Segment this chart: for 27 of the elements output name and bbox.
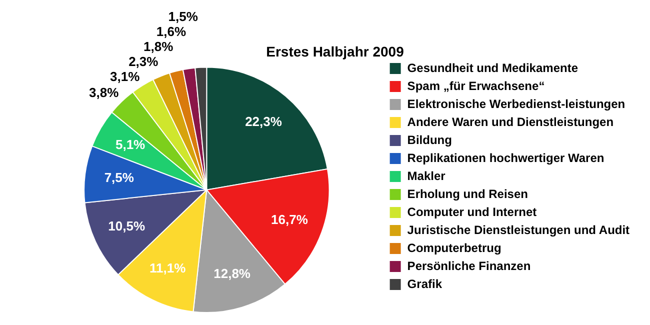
legend-label: Computer und Internet — [407, 204, 537, 219]
data-label: 3,8% — [89, 85, 120, 100]
data-label: 1,5% — [168, 8, 198, 24]
legend-label: Makler — [407, 168, 446, 183]
data-label: 3,1% — [110, 68, 140, 84]
legend-label: Juristische Dienstleistungen und Audit — [407, 222, 630, 237]
data-label: 12,8% — [214, 266, 251, 282]
legend-label: Bildung — [407, 132, 452, 147]
data-label: 2,3% — [128, 54, 159, 69]
legend-label: Replikationen hochwertiger Waren — [407, 150, 604, 165]
legend-label: Gesundheit und Medikamente — [407, 60, 578, 75]
data-label: 10,5% — [108, 218, 146, 234]
data-label: 1,6% — [156, 24, 186, 39]
legend-label: Computerbetrug — [407, 240, 502, 255]
legend-label: Grafik — [407, 276, 442, 291]
legend-label: Elektronische Werbedienst-leistungen — [407, 96, 626, 111]
text: Erstes Halbjahr 2009 — [266, 43, 404, 60]
data-label: 22,3% — [245, 114, 282, 129]
data-label: 11,1% — [150, 260, 186, 276]
data-label: 7,5% — [104, 170, 134, 186]
legend-label: Persönliche Finanzen — [407, 258, 531, 273]
legend-label: Spam „für Erwachsene“ — [407, 78, 545, 93]
legend-label: Andere Waren und Dienstleistungen — [407, 114, 614, 129]
data-label: 5,1% — [115, 137, 146, 152]
legend-label: Erholung und Reisen — [407, 186, 528, 201]
data-label: 1,8% — [144, 38, 174, 54]
data-label: 16,7% — [271, 212, 308, 227]
